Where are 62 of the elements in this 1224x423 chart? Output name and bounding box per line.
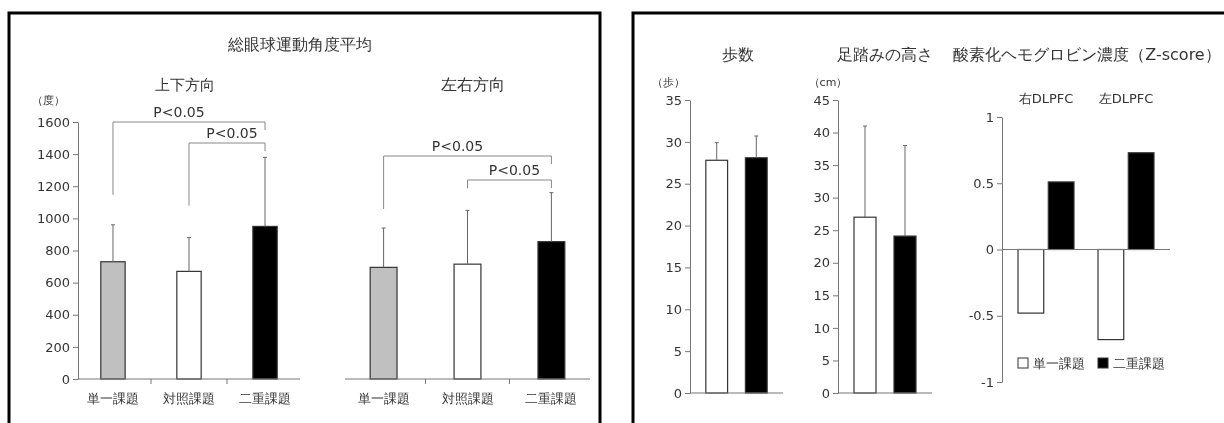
legend-label: 二重課題	[1113, 356, 1165, 371]
y-tick-label: 0	[61, 371, 70, 387]
y-tick-label: 1400	[36, 146, 70, 162]
annotation: P<0.05	[488, 162, 541, 178]
x-tick-label: 左DLPFC	[1098, 91, 1154, 106]
y-tick-label: 1200	[36, 178, 70, 194]
y-tick-label: 45	[813, 92, 830, 108]
y-tick-label: -0.5	[968, 308, 994, 324]
text: P<0.05	[153, 104, 205, 120]
y-tick-label: 400	[45, 307, 70, 323]
chart-title: 足踏みの高さ	[837, 45, 933, 64]
y-tick-label: 30	[813, 190, 830, 206]
y-tick-label: 0	[673, 385, 682, 401]
annotation: P<0.05	[206, 125, 258, 141]
y-tick-label: 5	[821, 353, 830, 369]
y-tick-label: 10	[813, 320, 830, 336]
chart-title: 歩数	[722, 45, 754, 64]
y-tick-label: 1600	[36, 114, 70, 130]
y-tick-label: 5	[673, 343, 682, 359]
chart-title: 左右方向	[441, 75, 505, 94]
bar	[176, 270, 202, 380]
y-tick-label: 200	[45, 339, 70, 355]
y-tick-label: 10	[665, 301, 682, 317]
y-tick-label: 0	[985, 242, 994, 258]
y-tick-label: -1	[981, 374, 994, 390]
y-tick-label: 25	[665, 176, 682, 192]
bar	[1097, 248, 1125, 341]
x-tick-label: 右DLPFC	[1018, 91, 1074, 106]
bar	[1127, 152, 1155, 251]
y-tick-label: 1	[985, 109, 994, 125]
y-tick-label: 0.5	[973, 175, 994, 191]
x-tick-label: 対照課題	[441, 391, 494, 406]
y-axis-title: （度）	[31, 94, 65, 107]
bar	[100, 261, 126, 380]
y-tick-label: 15	[813, 287, 830, 303]
y-tick-label: 600	[45, 275, 70, 291]
chart-title: 酸素化ヘモグロビン濃度（Z-score）	[953, 45, 1221, 64]
x-tick-label: 二重課題	[239, 391, 292, 406]
x-tick-label: 単一課題	[357, 391, 410, 406]
bar	[1047, 181, 1075, 251]
legend-label: 単一課題	[1033, 356, 1085, 371]
y-tick-label: 40	[813, 125, 830, 141]
x-tick-label: 単一課題	[86, 391, 139, 406]
y-tick-label: 25	[813, 222, 830, 238]
y-tick-label: 20	[813, 255, 830, 271]
y-tick-label: 30	[665, 134, 682, 150]
bar	[252, 225, 278, 380]
x-tick-label: 対照課題	[163, 391, 215, 406]
bar	[1017, 248, 1045, 314]
x-tick-label: 二重課題	[525, 391, 578, 406]
annotation: P<0.05	[431, 138, 484, 154]
chart-title: 総眼球運動角度平均	[227, 35, 372, 54]
y-tick-label: 35	[813, 157, 830, 173]
y-axis-title: （cm）	[808, 76, 848, 89]
chart-subtitle: 上下方向	[155, 76, 215, 94]
y-axis-title: （歩）	[651, 76, 685, 89]
y-tick-label: 20	[665, 218, 682, 234]
y-tick-label: 0	[821, 385, 830, 401]
y-tick-label: 15	[665, 260, 682, 276]
y-tick-label: 800	[45, 243, 70, 259]
y-tick-label: 35	[665, 92, 682, 108]
y-tick-label: 1000	[36, 211, 70, 227]
